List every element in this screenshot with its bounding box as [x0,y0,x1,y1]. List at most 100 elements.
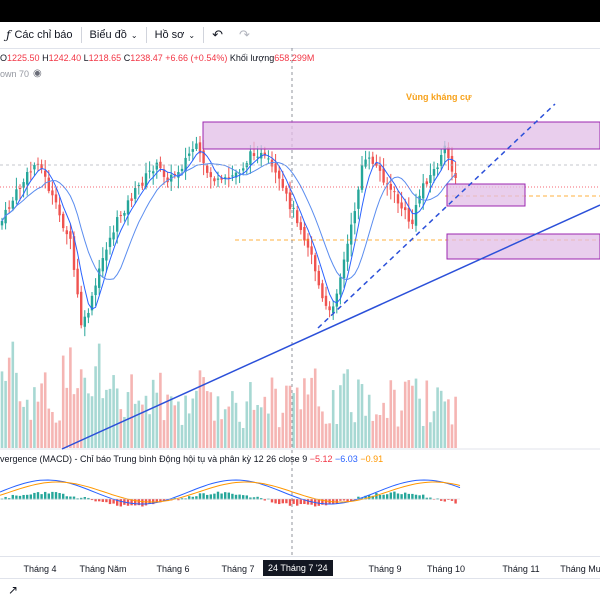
volume-bar [292,393,295,448]
volume-bar [407,380,411,448]
macd-histogram-bar [18,495,22,500]
candle-body [98,268,101,288]
profile-menu-button[interactable]: Hồ sơ ⌄ [147,22,204,48]
candle-body [137,185,140,187]
candle-body [278,170,281,179]
eye-icon[interactable]: ◉ [33,68,42,79]
macd-pane [0,479,461,507]
candle-body [382,168,385,183]
volume-bar [180,424,184,448]
volume-bar [61,355,65,448]
volume-bar [382,402,385,448]
candle-body [188,153,191,156]
macd-histogram-bar [40,494,43,500]
redo-button[interactable]: ↷ [231,22,258,48]
x-tick: Tháng 11 [502,564,540,574]
volume-bar [436,387,439,448]
candle-body [296,210,299,224]
volume-bar [119,409,123,448]
volume-bar [447,399,450,448]
undo-button[interactable]: ↶ [204,22,231,48]
chevron-down-icon: ⌄ [130,30,138,40]
candle-body [281,178,284,188]
macd-histogram-bar [159,499,162,503]
macd-histogram-bar [371,495,374,500]
candle-body [411,219,414,225]
candle-body [350,224,353,245]
macd-histogram-bar [44,491,47,500]
add-indicator-button[interactable]: ƒ Các chỉ báo [0,22,81,48]
support-zone [446,233,600,260]
volume-bar [169,396,173,448]
macd-histogram-bar [216,491,220,500]
macd-histogram-bar [83,497,86,500]
candle-body [15,189,18,201]
volume-bar [216,396,220,448]
candle-body [422,183,425,199]
candle-body [62,213,65,229]
macd-histogram-bar [396,493,400,500]
candle-body [378,165,382,171]
volume-bar [378,414,382,448]
volume-bar [54,422,58,448]
open-key: O [0,53,8,63]
macd-histogram-bar [220,493,223,500]
volume-bar [288,385,292,448]
indicators-label: Các chỉ báo [14,29,73,41]
macd-histogram-bar [342,499,346,501]
volume-bar [227,406,231,448]
macd-histogram-bar [425,497,428,500]
macd-histogram-bar [195,496,198,500]
macd-histogram-bar [414,494,418,500]
arrow-up-icon[interactable]: ↗ [8,583,19,597]
macd-histogram-bar [335,499,338,504]
candle-body [342,259,346,279]
time-axis[interactable]: Tháng 4 Tháng Năm Tháng 6 Tháng 7 m Thán… [0,556,600,579]
volume-bar [187,413,191,448]
candle-body [447,147,450,159]
crosshair-date-label: 24 Tháng 7 '24 [263,560,333,576]
chart-menu-button[interactable]: Biểu đồ ⌄ [82,22,146,48]
candle-body [440,154,443,166]
toolbar-divider [145,27,147,43]
candle-body [198,142,202,154]
macd-histogram-bar [29,494,32,500]
volume-bar [94,366,97,448]
volume-bar [389,380,393,448]
volume-bar [306,394,310,448]
volume-bar [393,389,396,448]
macd-histogram-bar [72,496,76,500]
candle-body [285,187,288,194]
candle-body [360,164,364,190]
macd-histogram-bar [393,491,396,500]
volume-bar [51,411,54,448]
close-key: C [123,53,131,63]
candle-body [407,207,410,222]
x-tick: Tháng Mười [560,564,600,574]
x-tick: Tháng Năm [79,564,127,574]
volume-bar [76,388,79,448]
macd-histogram-bar [339,499,342,501]
macd-histogram-bar [353,499,356,500]
candle-body [386,183,389,185]
candle-body [414,204,418,226]
candle-body [18,188,22,190]
candle-body [332,306,335,313]
volume-label: Khối lượng [229,53,275,63]
x-tick: Tháng 7 [221,564,255,574]
candle-body [206,165,209,173]
signal-line [0,481,461,503]
macd-histogram-bar [357,496,360,500]
volume-bar [454,396,457,448]
macd-histogram-bar [116,499,119,506]
chart-label: Biểu đồ [89,29,127,41]
macd-histogram-bar [87,497,90,500]
macd-histogram-bar [263,499,266,501]
macd-histogram-bar [231,493,234,500]
macd-histogram-bar [432,499,436,500]
volume-bar [432,411,436,448]
macd-histogram-bar [234,494,238,500]
volume-bar [166,394,169,448]
candle-body [324,295,328,306]
